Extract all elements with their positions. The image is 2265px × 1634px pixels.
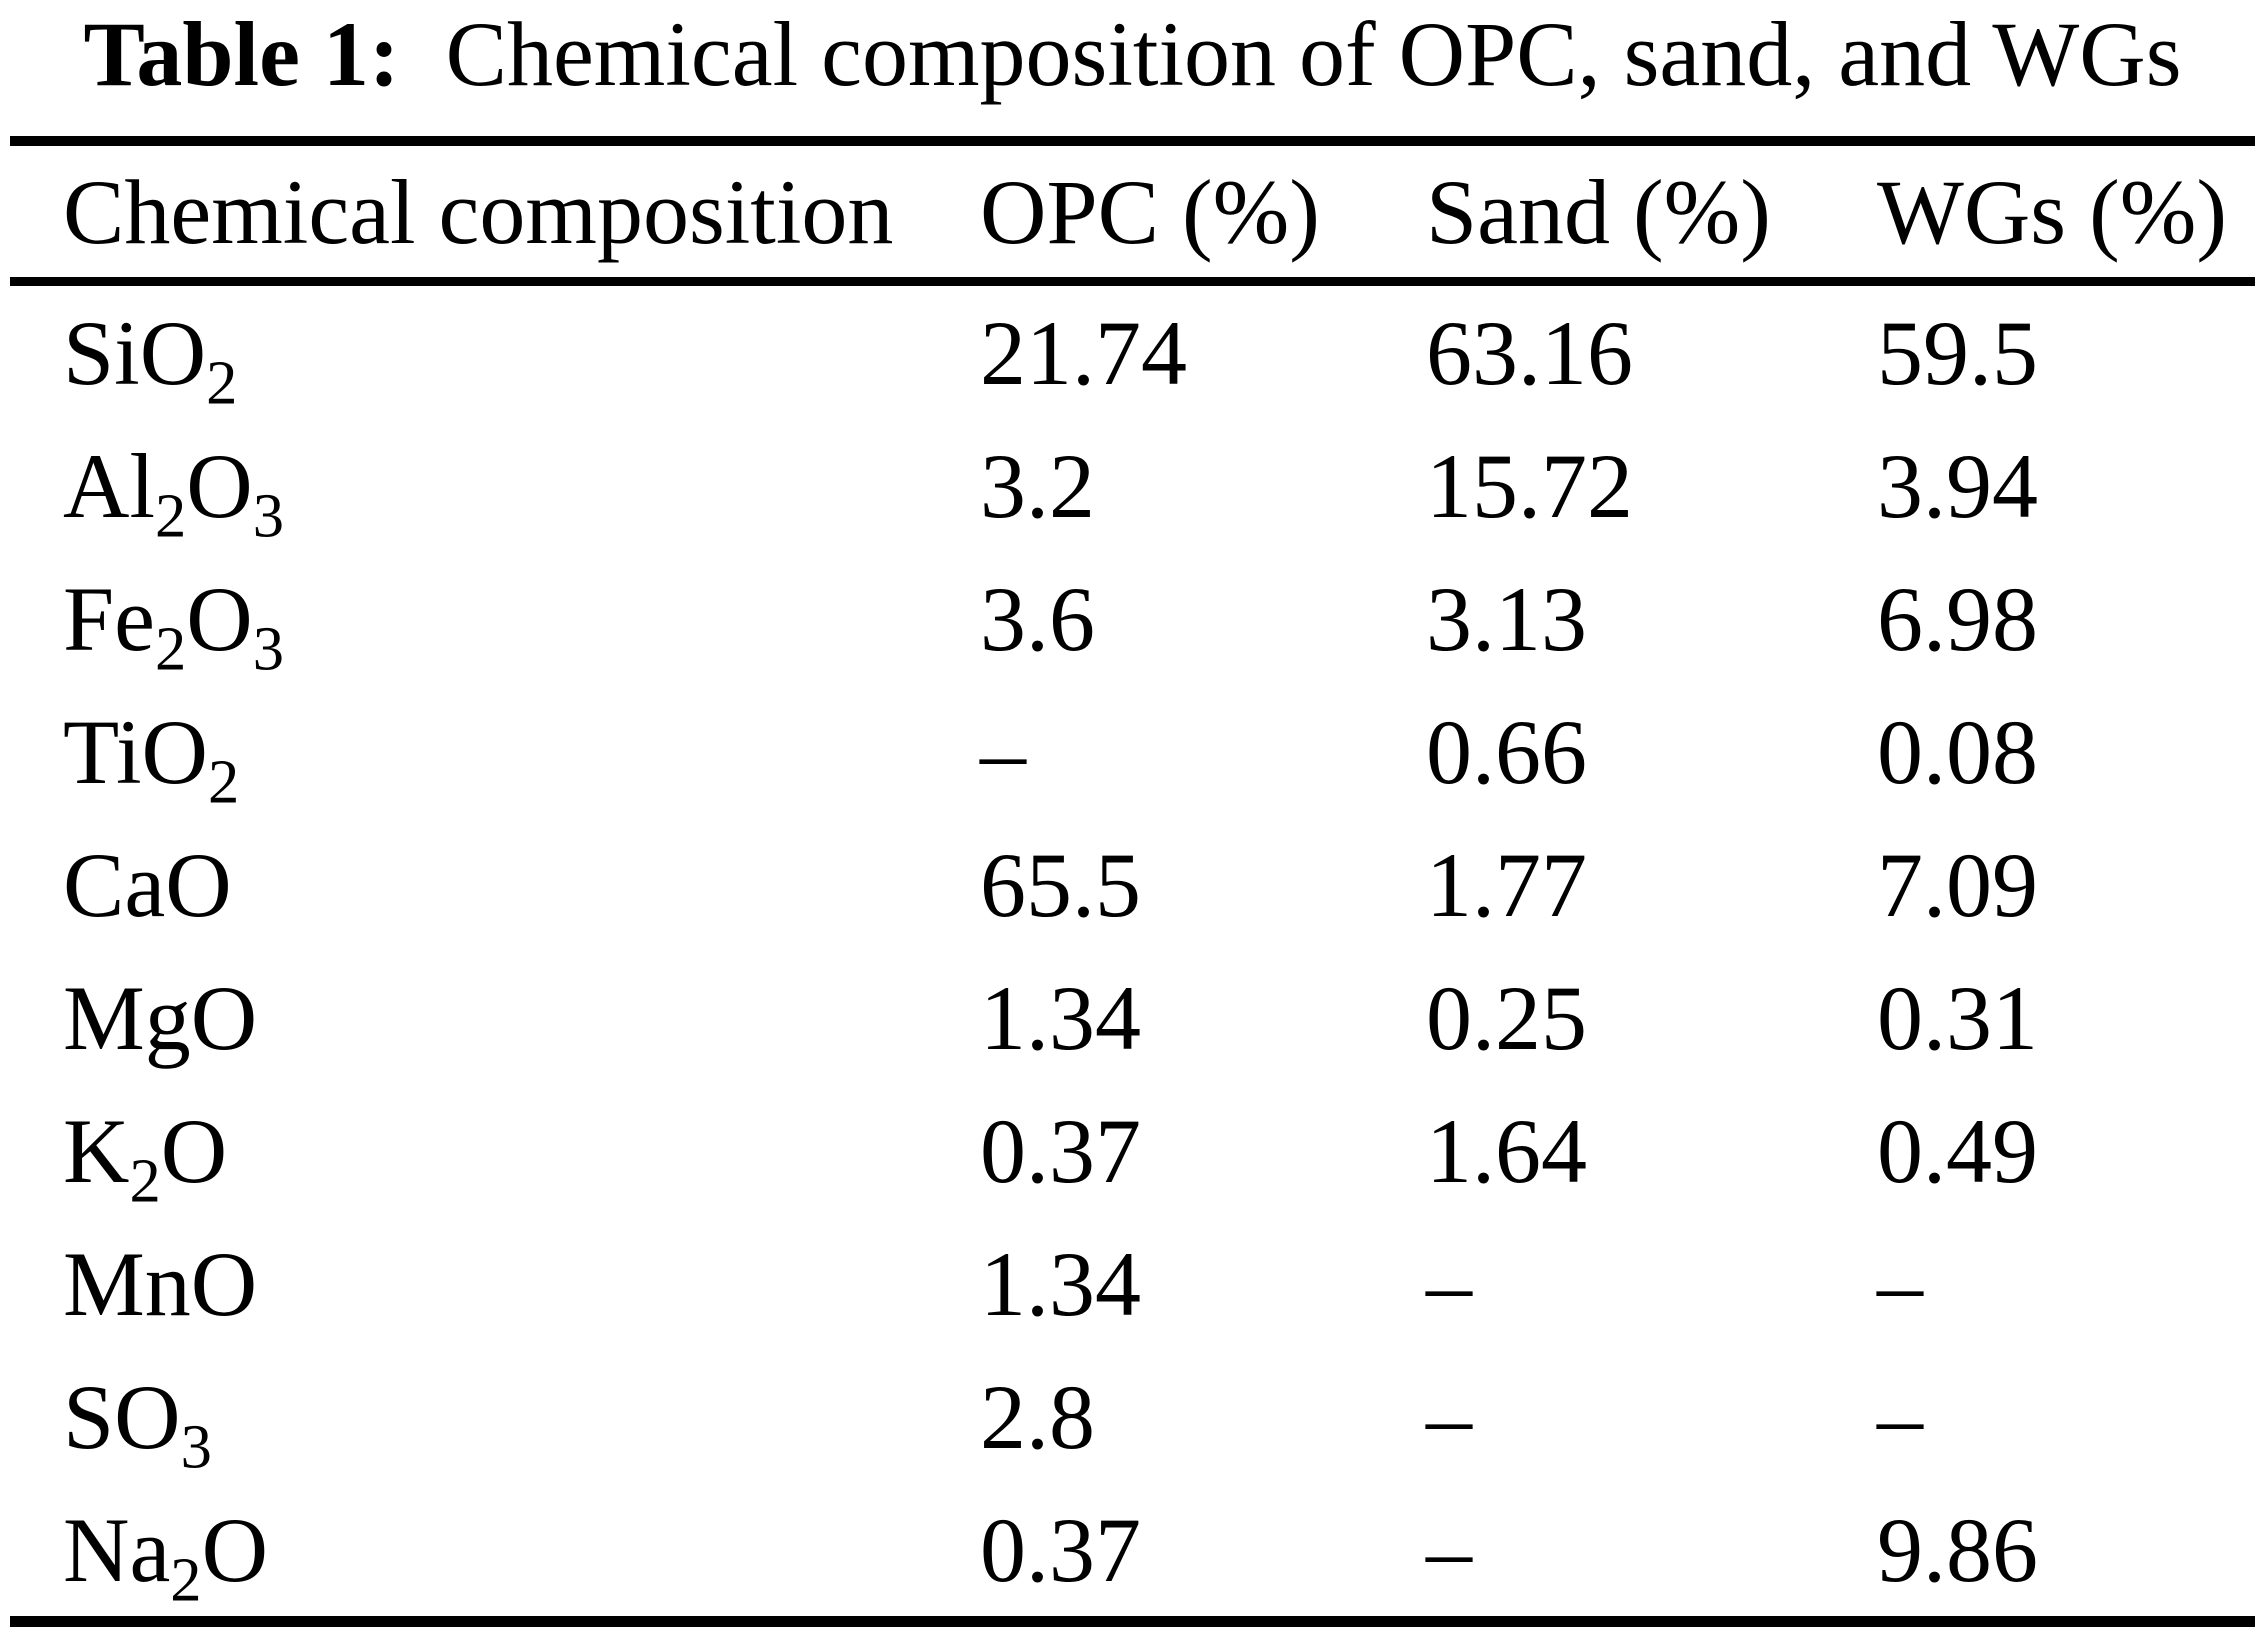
table-caption-text: Chemical composition of OPC, sand, and W… bbox=[445, 3, 2182, 105]
value-cell: 7.09 bbox=[1877, 833, 2038, 936]
table-row: Na2O 0.37–9.86 bbox=[10, 1483, 2255, 1622]
chemical-composition-table: Chemical composition OPC (%) Sand (%) WG… bbox=[10, 136, 2255, 1627]
value-cell: 1.64 bbox=[1426, 1099, 1587, 1202]
formula-subscript: 2 bbox=[155, 612, 187, 683]
formula-text: K bbox=[63, 1099, 130, 1202]
formula-text: Fe bbox=[63, 567, 155, 670]
formula-text: Al bbox=[63, 434, 155, 537]
formula-subscript: 2 bbox=[155, 479, 187, 550]
formula-text: SiO bbox=[63, 301, 207, 404]
column-header-chemical-composition: Chemical composition bbox=[10, 141, 980, 286]
compound-cell: MnO bbox=[10, 1217, 980, 1350]
value-cell: – bbox=[1426, 1232, 1472, 1335]
table-row: Al2O3 3.2 15.72 3.94 bbox=[10, 419, 2255, 552]
table-row: TiO2–0.66 0.08 bbox=[10, 685, 2255, 818]
table-caption: Table 1: Chemical composition of OPC, san… bbox=[0, 2, 2265, 108]
value-cell: – bbox=[1877, 1365, 1923, 1468]
table-row: Fe2O3 3.6 3.13 6.98 bbox=[10, 552, 2255, 685]
formula-text: TiO bbox=[63, 700, 208, 803]
formula-subscript: 2 bbox=[207, 745, 240, 816]
value-cell: 59.5 bbox=[1877, 301, 2038, 404]
column-header-wgs: WGs (%) bbox=[1877, 141, 2255, 286]
value-cell: – bbox=[1426, 1365, 1472, 1468]
column-header-sand: Sand (%) bbox=[1426, 141, 1877, 286]
value-cell: – bbox=[980, 700, 1026, 803]
table-row: MgO 1.34 0.25 0.31 bbox=[10, 951, 2255, 1084]
compound-cell: CaO bbox=[10, 818, 980, 951]
formula-subscript: 3 bbox=[252, 612, 285, 683]
value-cell: 3.94 bbox=[1877, 434, 2038, 537]
value-cell: 63.16 bbox=[1426, 301, 1633, 404]
formula-text: MnO bbox=[63, 1232, 258, 1335]
value-cell: 0.25 bbox=[1426, 966, 1587, 1069]
value-cell: 0.49 bbox=[1877, 1099, 2038, 1202]
formula-text: MgO bbox=[63, 966, 258, 1069]
formula-text: CaO bbox=[63, 833, 232, 936]
value-cell: 65.5 bbox=[980, 833, 1141, 936]
compound-cell: Fe2O3 bbox=[10, 552, 980, 685]
compound-cell: Na2O bbox=[10, 1483, 980, 1622]
value-cell: 0.08 bbox=[1877, 700, 2038, 803]
value-cell: 0.31 bbox=[1877, 966, 2038, 1069]
formula-text: Na bbox=[63, 1498, 171, 1601]
value-cell: 3.2 bbox=[980, 434, 1095, 537]
compound-cell: SiO2 bbox=[10, 282, 980, 420]
value-cell: – bbox=[1426, 1498, 1472, 1601]
table-row: SiO2 21.74 63.16 59.5 bbox=[10, 282, 2255, 420]
formula-subscript: 2 bbox=[206, 346, 238, 417]
formula-text: O bbox=[160, 1099, 228, 1202]
formula-subscript: 3 bbox=[180, 1410, 212, 1481]
value-cell: 2.8 bbox=[980, 1365, 1095, 1468]
value-cell: 6.98 bbox=[1877, 567, 2038, 670]
value-cell: 0.37 bbox=[980, 1099, 1141, 1202]
header-row: Chemical composition OPC (%) Sand (%) WG… bbox=[10, 141, 2255, 286]
value-cell: 1.77 bbox=[1426, 833, 1587, 936]
value-cell: – bbox=[1877, 1232, 1923, 1335]
table-row: CaO 65.5 1.77 7.09 bbox=[10, 818, 2255, 951]
compound-cell: SO3 bbox=[10, 1350, 980, 1483]
formula-text: O bbox=[201, 1498, 269, 1601]
formula-subscript: 3 bbox=[252, 479, 285, 550]
formula-subscript: 2 bbox=[170, 1543, 202, 1614]
compound-cell: K2O bbox=[10, 1084, 980, 1217]
value-cell: 0.66 bbox=[1426, 700, 1587, 803]
value-cell: 3.6 bbox=[980, 567, 1095, 670]
table-row: MnO 1.34 – – bbox=[10, 1217, 2255, 1350]
value-cell: 1.34 bbox=[980, 1232, 1141, 1335]
formula-subscript: 2 bbox=[129, 1144, 161, 1215]
table-row: K2O 0.37 1.64 0.49 bbox=[10, 1084, 2255, 1217]
value-cell: 21.74 bbox=[980, 301, 1187, 404]
value-cell: 0.37 bbox=[980, 1498, 1141, 1601]
compound-cell: TiO2 bbox=[10, 685, 980, 818]
formula-text: O bbox=[186, 567, 253, 670]
value-cell: 15.72 bbox=[1426, 434, 1633, 537]
compound-cell: Al2O3 bbox=[10, 419, 980, 552]
column-header-opc: OPC (%) bbox=[980, 141, 1426, 286]
compound-cell: MgO bbox=[10, 951, 980, 1084]
value-cell: 3.13 bbox=[1426, 567, 1587, 670]
table-row: SO3 2.8– – bbox=[10, 1350, 2255, 1483]
table-caption-label: Table 1: bbox=[83, 3, 400, 105]
value-cell: 9.86 bbox=[1877, 1498, 2038, 1601]
formula-text: SO bbox=[63, 1365, 181, 1468]
table-body: SiO2 21.74 63.16 59.5 Al2O3 3.2 15.72 3.94 Fe2O3… bbox=[10, 282, 2255, 1622]
formula-text: O bbox=[186, 434, 253, 537]
value-cell: 1.34 bbox=[980, 966, 1141, 1069]
